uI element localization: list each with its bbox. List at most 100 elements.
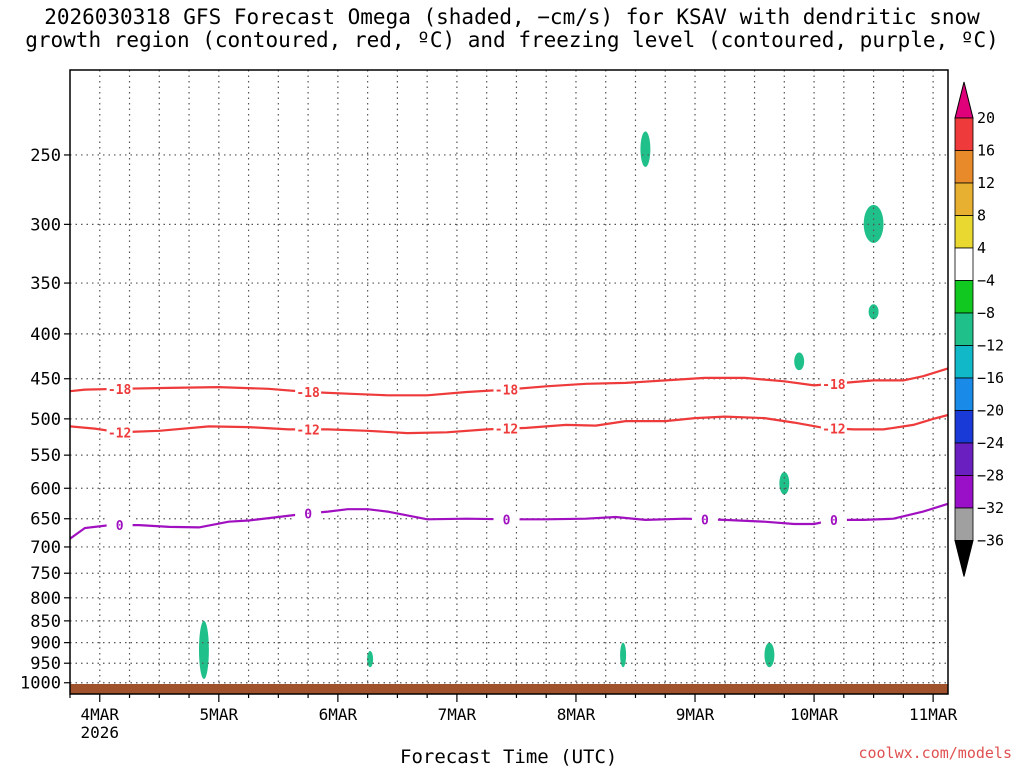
- omega-region-18: [873, 361, 894, 598]
- contour-label--18: -18: [822, 378, 846, 393]
- omega-region-10: [680, 555, 691, 581]
- omega-region-11: [764, 642, 775, 668]
- contour-label-0: 0: [830, 514, 838, 529]
- x-tick-label: 8MAR: [557, 705, 596, 724]
- y-tick-label: 550: [30, 446, 61, 466]
- omega-region-21: [923, 455, 939, 547]
- x-tick-label: 7MAR: [438, 705, 477, 724]
- omega-region-9: [665, 347, 676, 371]
- omega-region-1: [208, 620, 219, 668]
- x-tick-label: 11MAR: [909, 705, 958, 724]
- contour-label-0: 0: [503, 513, 511, 528]
- ground-layer: [70, 684, 948, 694]
- contour-label--18: -18: [108, 383, 132, 398]
- contour-label-bg: [493, 381, 520, 397]
- contour-label-bg: [691, 511, 718, 527]
- omega-region-19: [853, 70, 909, 185]
- axes: 2503003504004505005506006507007508008509…: [20, 69, 958, 742]
- omega-region-5: [561, 588, 572, 660]
- colorbar-swatch-11: [954, 442, 974, 476]
- colorbar: 20 16 12 8 4 −4 −8 −12 −16 −20 −24 −28 −32 −36: [954, 81, 1004, 577]
- omega-region-12: [779, 546, 790, 603]
- omega-region-7: [615, 177, 626, 300]
- y-tick-label: 950: [30, 654, 61, 674]
- title-line-1: 2026030318 GFS Forecast Omega (shaded, −…: [44, 5, 980, 29]
- y-tick-label: 450: [30, 370, 61, 390]
- contour-label-bg: [295, 505, 322, 521]
- colorbar-label: −4: [977, 272, 995, 290]
- colorbar-swatch-10: [954, 410, 974, 444]
- contour-label--18: -18: [495, 384, 519, 399]
- chart-title: 2026030318 GFS Forecast Omega (shaded, −…: [0, 6, 1024, 52]
- x-tick-label: 9MAR: [676, 705, 715, 724]
- colorbar-label: −32: [977, 499, 1004, 517]
- colorbar-swatch-4: [954, 215, 974, 249]
- contour-label--12: -12: [108, 426, 131, 441]
- omega-region-3: [367, 651, 374, 668]
- colorbar-label: 8: [977, 207, 986, 225]
- contour-label-bg: [295, 384, 322, 400]
- colorbar-swatch-7: [954, 312, 974, 346]
- colorbar-label: −12: [977, 337, 1004, 355]
- colorbar-label: −16: [977, 369, 1004, 387]
- colorbar-swatch-1: [954, 117, 974, 151]
- colorbar-label: −28: [977, 467, 1004, 485]
- contour-label-bg: [493, 511, 520, 527]
- colorbar-swatch-5: [954, 247, 974, 281]
- colorbar-swatch-12: [954, 475, 974, 509]
- colorbar-label: 16: [977, 142, 995, 160]
- omega-region-23: [228, 277, 235, 392]
- x-axis-label: Forecast Time (UTC): [400, 746, 618, 768]
- omega-region-13: [804, 546, 815, 579]
- omega-region-0: [198, 620, 209, 679]
- contour-label-bg: [820, 511, 847, 527]
- y-tick-label: 800: [30, 589, 61, 609]
- plot-frame: [69, 69, 949, 695]
- colorbar-swatch-6: [954, 280, 974, 314]
- omega-region-17: [848, 524, 864, 542]
- colorbar-swatch-3: [954, 182, 974, 216]
- contour-label-bg: [106, 517, 133, 533]
- contour-label--12: -12: [495, 423, 518, 438]
- colorbar-label: 12: [977, 174, 995, 192]
- colorbar-top-arrow: [954, 81, 974, 119]
- colorbar-swatch-9: [954, 377, 974, 411]
- colorbar-swatch-13: [954, 507, 974, 541]
- contour-label--12: -12: [822, 422, 845, 437]
- x-tick-label: 4MAR: [80, 705, 119, 724]
- colorbar-label: 4: [977, 239, 986, 257]
- omega-region-2: [313, 607, 323, 668]
- temperature-contours: -18 -18 -18 -18 -12 -12 -12 -12 0 0 0 0 0: [69, 367, 949, 540]
- contour-label-bg: [295, 421, 322, 437]
- omega-region-6: [620, 642, 627, 668]
- omega-region-22: [928, 70, 948, 261]
- y-tick-label: 900: [30, 634, 61, 654]
- omega-region-16: [868, 304, 879, 320]
- contour-label-bg: [820, 375, 847, 391]
- y-tick-label: 700: [30, 538, 61, 558]
- y-tick-label: 350: [30, 274, 61, 294]
- colorbar-label: −36: [977, 532, 1004, 550]
- contour-label-bg: [820, 420, 847, 436]
- contour-label--12: -12: [296, 423, 319, 438]
- colorbar-bottom-arrow: [954, 540, 974, 577]
- y-tick-label: 500: [30, 410, 61, 430]
- y-tick-label: 400: [30, 325, 61, 345]
- y-tick-label: 850: [30, 612, 61, 632]
- y-tick-label: 300: [30, 215, 61, 235]
- contour-label-0: 0: [116, 519, 124, 534]
- contour-line-0: [69, 502, 949, 540]
- omega-region-8: [640, 131, 651, 167]
- x-tick-label: 6MAR: [319, 705, 358, 724]
- omega-regions: [198, 70, 948, 679]
- colorbar-label: −20: [977, 402, 1004, 420]
- colorbar-label: −8: [977, 304, 995, 322]
- y-tick-label: 750: [30, 564, 61, 584]
- title-line-2: growth region (contoured, red, ºC) and f…: [25, 28, 999, 52]
- y-tick-label: 1000: [20, 674, 61, 694]
- y-tick-label: 650: [30, 510, 61, 530]
- contour-label-0: 0: [304, 507, 312, 522]
- colorbar-label: −24: [977, 434, 1004, 452]
- watermark: coolwx.com/models: [858, 744, 1012, 762]
